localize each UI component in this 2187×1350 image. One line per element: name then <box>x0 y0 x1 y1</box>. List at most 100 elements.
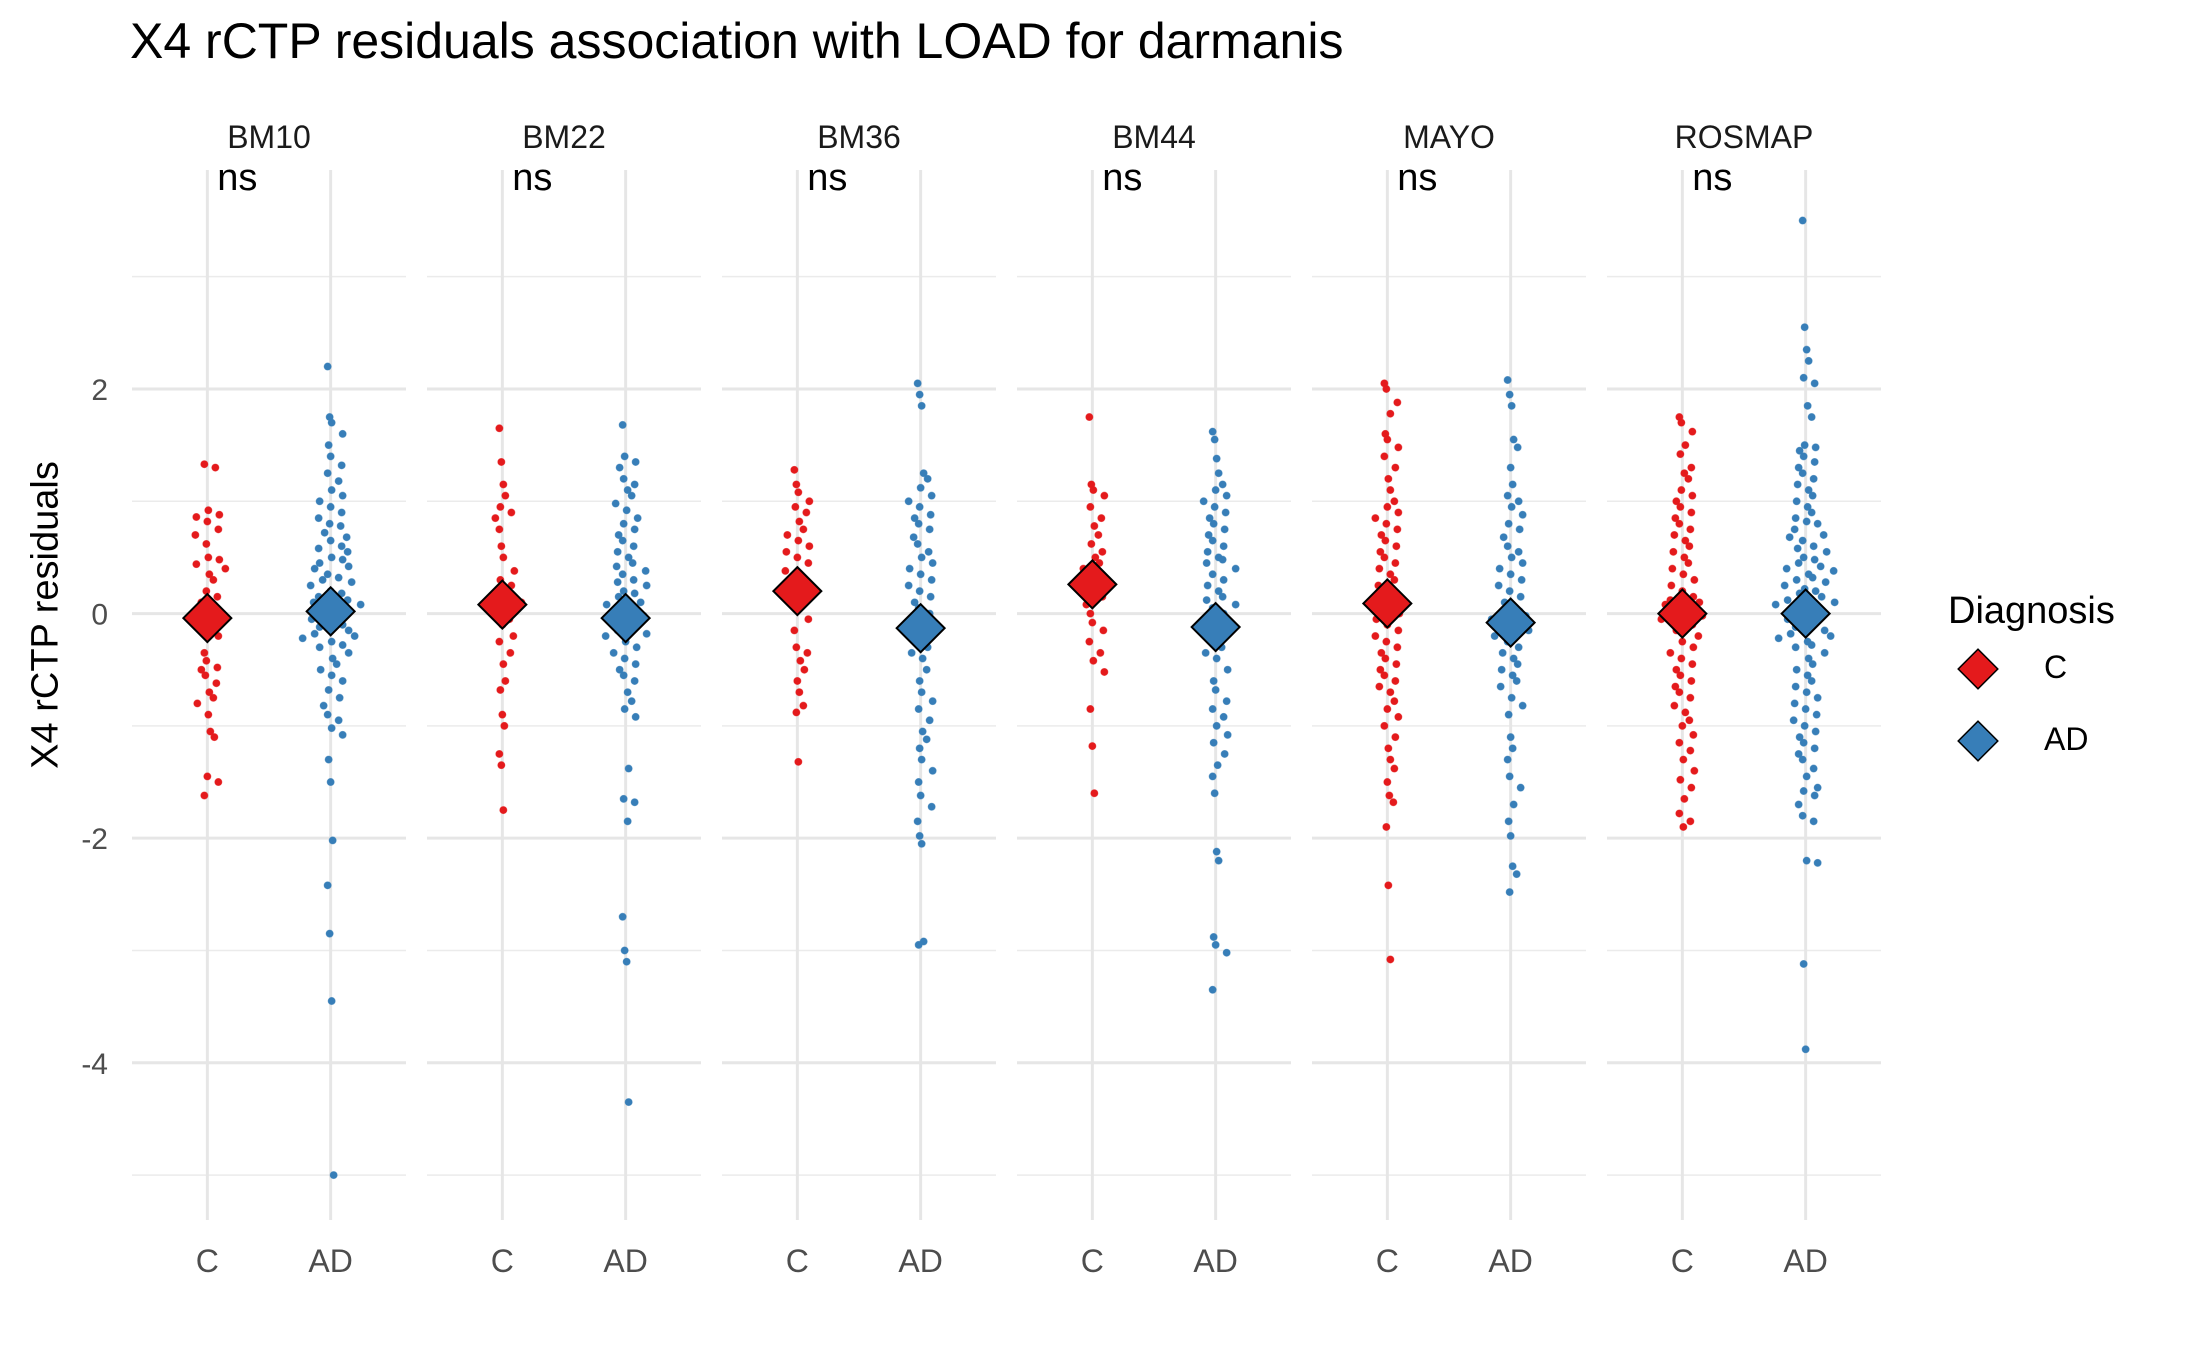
data-point <box>627 491 636 500</box>
data-point <box>624 553 633 562</box>
data-point <box>209 693 218 702</box>
data-point <box>327 997 336 1006</box>
data-point <box>1802 345 1811 354</box>
data-point <box>338 491 347 500</box>
data-point <box>803 648 812 657</box>
data-point <box>917 839 926 848</box>
data-point <box>324 755 333 764</box>
data-point <box>927 802 936 811</box>
data-point <box>1679 570 1688 579</box>
data-point <box>212 679 221 688</box>
data-point <box>1214 856 1223 865</box>
data-point <box>915 744 924 753</box>
mean-diamond <box>1780 588 1832 639</box>
data-point <box>334 477 343 486</box>
data-point <box>1798 469 1807 478</box>
data-point <box>629 575 638 584</box>
data-point <box>631 457 640 466</box>
facet-label: BM44 <box>1112 119 1196 155</box>
data-point <box>324 441 333 450</box>
data-point <box>1801 1045 1810 1054</box>
data-point <box>1506 831 1515 840</box>
data-point <box>328 836 337 845</box>
mean-diamond <box>1361 578 1413 629</box>
data-point <box>1809 817 1818 826</box>
data-point <box>1507 502 1516 511</box>
data-point <box>624 1098 633 1107</box>
data-point <box>1793 480 1802 489</box>
data-point <box>298 634 307 643</box>
data-point <box>1798 536 1807 545</box>
data-point <box>636 598 645 607</box>
data-point <box>507 508 516 517</box>
data-point <box>928 559 937 568</box>
data-point <box>1219 575 1228 584</box>
data-point <box>1097 514 1106 523</box>
data-point <box>1386 486 1395 495</box>
data-point <box>914 778 923 787</box>
data-point <box>1089 486 1098 495</box>
data-point <box>619 519 628 528</box>
data-point <box>214 525 223 534</box>
mean-diamond <box>771 565 823 617</box>
y-tick-label: -4 <box>81 1048 108 1081</box>
data-point <box>1678 721 1687 730</box>
data-point <box>1795 446 1804 455</box>
data-point <box>1803 401 1812 410</box>
data-point <box>1376 665 1385 674</box>
data-point <box>620 705 629 714</box>
data-point <box>1668 564 1677 573</box>
data-point <box>1505 587 1514 596</box>
data-point <box>1375 564 1384 573</box>
data-point <box>1810 379 1819 388</box>
data-point <box>642 581 651 590</box>
data-point <box>204 553 213 562</box>
facet-label: MAYO <box>1403 119 1495 155</box>
data-point <box>622 957 631 966</box>
y-tick-label: 0 <box>91 599 108 632</box>
facet-label: BM36 <box>817 119 901 155</box>
data-point <box>1508 480 1517 489</box>
data-point <box>1210 789 1219 798</box>
data-point <box>1090 521 1099 530</box>
data-point <box>213 592 222 601</box>
data-point <box>1383 705 1392 714</box>
data-point <box>804 615 813 624</box>
data-point <box>1803 502 1812 511</box>
data-point <box>1218 555 1227 564</box>
data-point <box>1394 712 1403 721</box>
data-point <box>1201 648 1210 657</box>
data-point <box>1088 618 1097 627</box>
data-point <box>344 648 353 657</box>
data-point <box>203 772 212 781</box>
significance-label: ns <box>807 157 847 199</box>
x-tick-label: C <box>1376 1243 1399 1279</box>
data-point <box>1681 536 1690 545</box>
data-point <box>1505 390 1514 399</box>
data-point <box>201 671 210 680</box>
data-point <box>795 688 804 697</box>
data-point <box>1211 486 1220 495</box>
data-point <box>1680 553 1689 562</box>
data-point <box>1099 626 1108 635</box>
data-point <box>327 486 336 495</box>
data-point <box>1222 491 1231 500</box>
data-point <box>499 806 508 815</box>
data-point <box>1670 701 1679 710</box>
data-point <box>1509 800 1518 809</box>
data-point <box>1799 787 1808 796</box>
data-point <box>1676 502 1685 511</box>
data-point <box>1504 710 1513 719</box>
data-point <box>618 912 627 921</box>
x-tick-label: AD <box>1783 1243 1827 1279</box>
data-point <box>627 697 636 706</box>
data-point <box>1223 665 1232 674</box>
data-point <box>1687 463 1696 472</box>
data-point <box>211 463 220 472</box>
data-point <box>1377 648 1386 657</box>
data-point <box>916 483 925 492</box>
y-tick-label: -2 <box>81 823 108 856</box>
data-point <box>202 539 211 548</box>
